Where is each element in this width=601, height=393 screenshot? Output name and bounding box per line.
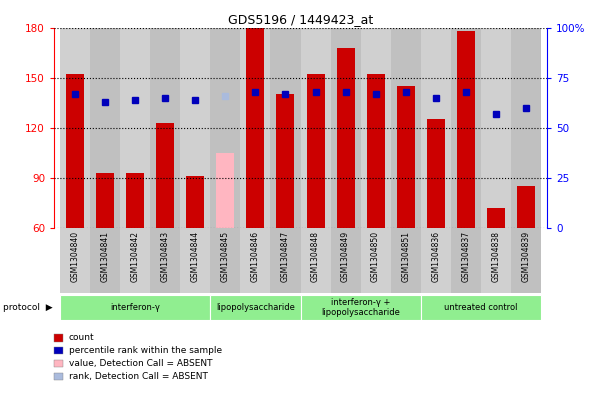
Text: interferon-γ: interferon-γ: [111, 303, 160, 312]
Text: protocol  ▶: protocol ▶: [3, 303, 53, 312]
Text: untreated control: untreated control: [444, 303, 517, 312]
Bar: [120, 28, 150, 228]
Text: lipopolysaccharide: lipopolysaccharide: [216, 303, 295, 312]
Bar: [307, 74, 325, 228]
Text: GSM1304838: GSM1304838: [492, 231, 500, 282]
Bar: [451, 228, 481, 293]
Text: GSM1304840: GSM1304840: [71, 231, 79, 282]
Bar: [210, 295, 300, 320]
Bar: [337, 48, 355, 228]
Bar: [210, 228, 240, 293]
Text: GSM1304841: GSM1304841: [101, 231, 109, 282]
Bar: [421, 28, 451, 228]
Bar: [481, 28, 511, 228]
Bar: [246, 28, 264, 228]
Bar: [391, 228, 421, 293]
Text: GSM1304844: GSM1304844: [191, 231, 200, 282]
Bar: [240, 228, 270, 293]
Text: GSM1304850: GSM1304850: [371, 231, 380, 282]
Text: GSM1304839: GSM1304839: [522, 231, 530, 282]
Bar: [210, 28, 240, 228]
Text: GSM1304848: GSM1304848: [311, 231, 320, 282]
Bar: [391, 28, 421, 228]
Bar: [60, 28, 90, 228]
Text: value, Detection Call = ABSENT: value, Detection Call = ABSENT: [69, 360, 212, 368]
Bar: [427, 119, 445, 228]
Bar: [451, 28, 481, 228]
Text: GSM1304849: GSM1304849: [341, 231, 350, 282]
Bar: [487, 208, 505, 228]
Bar: [421, 295, 541, 320]
Bar: [276, 94, 294, 228]
Bar: [240, 28, 270, 228]
Bar: [60, 228, 90, 293]
Bar: [270, 28, 300, 228]
Bar: [481, 228, 511, 293]
Bar: [270, 228, 300, 293]
Bar: [517, 186, 535, 228]
Bar: [331, 28, 361, 228]
Text: GSM1304836: GSM1304836: [432, 231, 440, 282]
Bar: [457, 31, 475, 228]
Bar: [150, 228, 180, 293]
Text: rank, Detection Call = ABSENT: rank, Detection Call = ABSENT: [69, 373, 207, 381]
Bar: [90, 28, 120, 228]
Bar: [421, 228, 451, 293]
Text: GSM1304846: GSM1304846: [251, 231, 260, 282]
Bar: [511, 28, 541, 228]
Text: GSM1304845: GSM1304845: [221, 231, 230, 282]
Bar: [397, 86, 415, 228]
Bar: [300, 295, 421, 320]
Text: count: count: [69, 334, 94, 342]
Text: interferon-γ +
lipopolysaccharide: interferon-γ + lipopolysaccharide: [321, 298, 400, 317]
Text: percentile rank within the sample: percentile rank within the sample: [69, 347, 222, 355]
Bar: [300, 228, 331, 293]
Bar: [216, 153, 234, 228]
Bar: [150, 28, 180, 228]
Text: GSM1304851: GSM1304851: [401, 231, 410, 282]
Bar: [96, 173, 114, 228]
Title: GDS5196 / 1449423_at: GDS5196 / 1449423_at: [228, 13, 373, 26]
Text: GSM1304837: GSM1304837: [462, 231, 470, 282]
Bar: [186, 176, 204, 228]
Text: GSM1304847: GSM1304847: [281, 231, 290, 282]
Bar: [361, 28, 391, 228]
Bar: [90, 228, 120, 293]
Bar: [60, 295, 210, 320]
Bar: [156, 123, 174, 228]
Bar: [361, 228, 391, 293]
Bar: [180, 228, 210, 293]
Text: GSM1304843: GSM1304843: [161, 231, 169, 282]
Bar: [300, 28, 331, 228]
Bar: [331, 228, 361, 293]
Bar: [66, 74, 84, 228]
Bar: [120, 228, 150, 293]
Bar: [126, 173, 144, 228]
Bar: [180, 28, 210, 228]
Bar: [511, 228, 541, 293]
Bar: [367, 74, 385, 228]
Text: GSM1304842: GSM1304842: [131, 231, 139, 282]
